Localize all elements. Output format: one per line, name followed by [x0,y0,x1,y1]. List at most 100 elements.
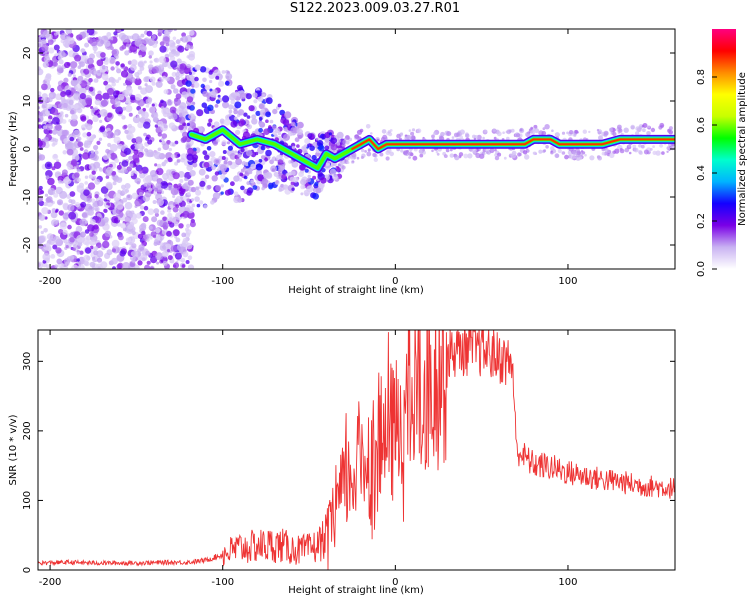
spectrogram-cell [192,101,196,105]
spectrogram-cell [117,222,122,227]
spectrogram-cell [126,43,130,48]
spectrogram-cell [503,156,507,160]
spectrogram-cell [89,232,94,237]
spectrogram-cell [153,241,158,246]
spectrogram-cell [263,172,269,179]
spectrogram-cell [400,149,404,153]
spectrogram-cell [451,136,455,139]
spectrogram-cell [157,29,164,34]
spectrogram-cell [186,164,193,171]
spectrogram-cell [52,61,58,67]
spectrogram-cell [176,58,182,64]
spectrogram-cell [149,170,157,177]
spectrogram-cell [174,161,179,166]
spectrogram-cell [161,250,169,258]
spectrogram-cell [89,38,98,47]
spectrogram-cell [215,99,221,104]
spectrogram-cell [493,136,497,140]
spectrogram-cell [258,120,263,126]
spectrogram-cell [475,152,481,159]
spectrogram-cell [666,146,671,151]
spectrogram-cell [120,63,125,68]
spectrogram-cell [300,192,304,196]
spectrogram-cell [121,115,126,120]
spectrogram-cell [603,132,608,137]
spectrogram-cell [234,101,242,109]
spectrogram-cell [273,171,279,177]
spectrogram-cell [105,175,110,179]
x-tick-label: 100 [558,276,577,287]
spectrogram-cell [148,106,156,114]
spectrogram-cell [145,250,151,256]
spectrogram-cell [145,98,152,105]
spectrogram-cell [181,35,188,43]
spectrogram-cell [233,175,240,182]
spectrogram-cell [173,50,180,57]
spectrogram-cell [569,154,576,160]
spectrogram-cell [48,93,54,99]
spectrogram-cell [189,74,194,79]
spectrogram-cell [63,238,68,244]
spectrogram-cell [111,171,117,176]
spectrogram-ridge [187,125,675,173]
spectrogram-cell [179,102,187,110]
spectrogram-cell [467,153,473,159]
spectrogram-cell [70,118,78,127]
spectrogram-cell [306,177,311,183]
spectrogram-cell [240,185,245,191]
spectrogram-cell [97,90,102,95]
spectrogram-cell [149,66,153,70]
spectrogram-cell [124,129,129,134]
spectrogram-cell [254,151,259,156]
spectrogram-cell [233,191,239,196]
spectrogram-cell [578,156,583,161]
spectrogram-cell [50,254,56,259]
spectrogram-cell [661,151,665,155]
spectrogram-cell [56,199,64,206]
spectrogram-cell [38,140,43,147]
spectrogram-cell [65,89,72,96]
spectrogram-cell [623,127,629,133]
spectrogram-cell [151,216,158,223]
spectrogram-cell [149,266,154,269]
spectrogram-cell [652,145,655,149]
spectrogram-cell [83,142,89,148]
spectrogram-cell [111,239,120,248]
spectrogram-cell [133,149,139,155]
spectrogram-cell [148,50,154,56]
spectrogram-cell [86,57,94,65]
spectrogram-cell [135,212,142,219]
spectrogram-cell [180,157,186,163]
spectrogram-cell [510,128,515,133]
spectrogram-cell [174,235,178,239]
spectrogram-cell [188,71,192,75]
spectrogram-cell [103,198,108,202]
spectrogram-cell [277,159,284,166]
spectrogram-cell [64,113,69,118]
spectrogram-cell [151,34,157,40]
spectrogram-cell [44,75,52,82]
spectrogram-cell [43,228,48,233]
spectrogram-cell [53,235,60,243]
spectrogram-cell [166,249,171,253]
spectrogram-cell [160,99,164,104]
spectrogram-cell [364,150,367,153]
spectrogram-cell [87,224,95,232]
spectrogram-cell [143,76,150,83]
spectrogram-cell [179,68,185,74]
spectrogram-cell [89,239,96,246]
spectrogram-cell [187,264,195,269]
spectrogram-cell [105,148,110,154]
spectrogram-cell [167,39,175,47]
spectrogram-cell [550,150,553,153]
spectrogram-cell [139,205,145,210]
spectrogram-cell [103,111,108,117]
spectrogram-cell [86,197,92,203]
spectrogram-cell [659,122,665,128]
spectrogram-cell [103,154,109,161]
spectrogram-cell [228,113,232,117]
spectrogram-cell [173,88,179,94]
spectrogram-cell [123,82,127,86]
spectrogram-cell [229,114,236,122]
spectrogram-cell [315,137,319,141]
